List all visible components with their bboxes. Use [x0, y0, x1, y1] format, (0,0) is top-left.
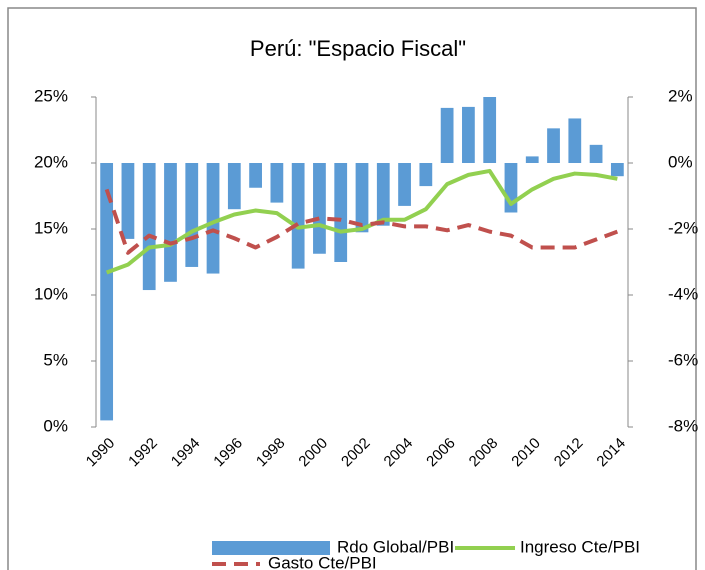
- bar: [291, 163, 305, 269]
- line: [105, 168, 618, 275]
- legend-label: Rdo Global/PBI: [337, 537, 454, 556]
- line: [104, 188, 619, 255]
- bar: [419, 163, 433, 187]
- bar: [483, 97, 497, 163]
- y2-tick-label: -6%: [668, 350, 698, 369]
- bar: [440, 107, 454, 163]
- y2-tick-label: 2%: [668, 86, 693, 105]
- y2-tick-label: 0%: [668, 152, 693, 171]
- bar: [568, 118, 582, 163]
- legend-label: Gasto Cte/PBI: [268, 553, 377, 570]
- bar: [142, 163, 156, 291]
- bar: [270, 163, 284, 203]
- y-tick-label: 0%: [43, 416, 68, 435]
- y2-tick-label: -2%: [668, 218, 698, 237]
- bar: [313, 163, 326, 254]
- bar: [206, 163, 220, 274]
- bar: [589, 144, 603, 163]
- bar: [547, 128, 560, 163]
- chart-title: Perú: "Espacio Fiscal": [250, 36, 466, 61]
- bar: [462, 106, 475, 163]
- bar: [610, 163, 624, 177]
- legend-swatch: [212, 541, 330, 555]
- bar: [185, 163, 199, 267]
- y2-tick-label: -4%: [668, 284, 698, 303]
- bar: [398, 163, 411, 206]
- bar: [121, 163, 135, 239]
- bar: [525, 156, 539, 163]
- y-tick-label: 5%: [43, 350, 68, 369]
- bar: [334, 163, 348, 262]
- bar: [227, 163, 241, 210]
- bar: [164, 163, 177, 282]
- bar: [249, 163, 262, 188]
- y-tick-label: 15%: [34, 218, 68, 237]
- y-tick-label: 20%: [34, 152, 68, 171]
- y-tick-label: 25%: [34, 86, 68, 105]
- bar: [355, 163, 369, 233]
- bar: [100, 163, 114, 421]
- legend-label: Ingreso Cte/PBI: [520, 537, 640, 556]
- y-tick-label: 10%: [34, 284, 68, 303]
- bar: [376, 163, 390, 226]
- chart-border: [7, 7, 697, 570]
- y2-tick-label: -8%: [668, 416, 698, 435]
